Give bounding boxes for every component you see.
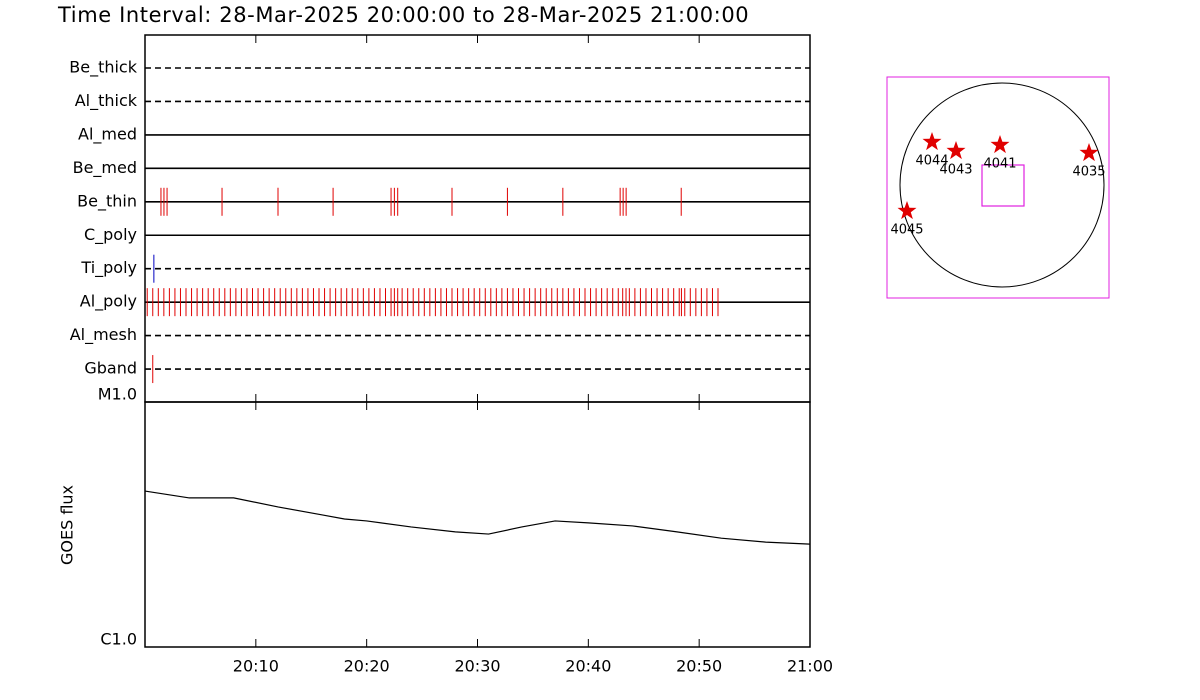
fov-box [981, 164, 1025, 207]
region-label: 4043 [939, 163, 972, 178]
y-tick-label: M1.0 [98, 385, 137, 404]
region-star [1079, 143, 1099, 162]
chart-title: Time Interval: 28-Mar-2025 20:00:00 to 2… [57, 3, 749, 27]
y-tick-label: C1.0 [100, 630, 137, 649]
filter-label: Al_thick [75, 91, 138, 111]
region-label: 4035 [1072, 165, 1105, 180]
filter-label: Be_med [73, 158, 137, 178]
x-tick-label: 20:20 [344, 657, 390, 676]
x-tick-label: 20:50 [676, 657, 722, 676]
x-tick-label: 20:30 [454, 657, 500, 676]
solar-limb [899, 82, 1105, 288]
x-tick-label: 20:40 [565, 657, 611, 676]
filter-label: Be_thin [77, 191, 137, 211]
filter-label: Al_mesh [70, 325, 137, 345]
region-label: 4041 [983, 157, 1016, 172]
map-frame [886, 76, 1110, 299]
filter-label: Ti_poly [80, 258, 137, 278]
filter-label: Al_poly [80, 292, 137, 312]
filter-label: Be_thick [69, 58, 137, 78]
region-star [946, 141, 966, 160]
goes-curve [144, 490, 811, 545]
filter-label: C_poly [84, 225, 137, 245]
region-star [990, 135, 1010, 154]
region-star [922, 132, 942, 151]
x-tick-label: 21:00 [787, 657, 833, 676]
filter-label: Gband [84, 359, 137, 378]
region-label: 4044 [915, 154, 948, 169]
region-star [897, 201, 917, 220]
region-label: 4045 [890, 223, 923, 238]
x-tick-label: 20:10 [233, 657, 279, 676]
sun-map: 4044 4043 4041 4035 4045 [886, 76, 1110, 299]
region-markers [897, 132, 1099, 220]
y-axis-label: GOES flux [58, 485, 77, 565]
filter-label: Al_med [78, 124, 137, 144]
